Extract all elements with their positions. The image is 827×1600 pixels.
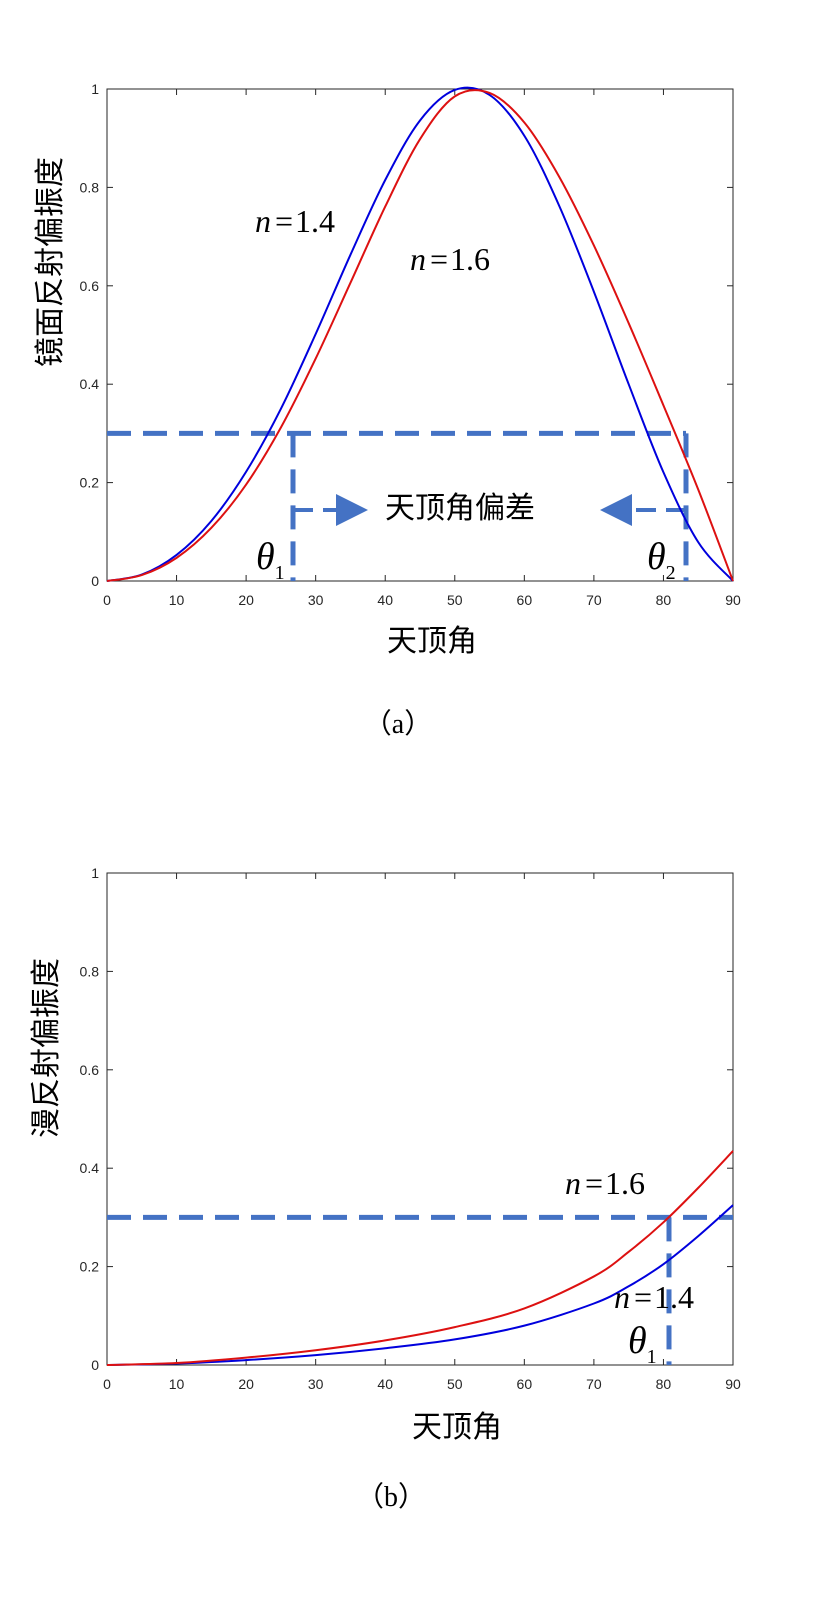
chart-a-caption: （a）: [364, 708, 432, 740]
chart-b-series-n14-line: [106, 1204, 734, 1366]
chart-b-y-tick-label: 1: [91, 865, 99, 881]
chart-a-label-n16: n =1.6: [410, 241, 490, 277]
chart-b-caption: （b）: [356, 1481, 426, 1513]
chart-b-theta1-symbol: θ: [628, 1320, 647, 1362]
chart-b-y-tick-label: 0.4: [80, 1160, 100, 1176]
chart-b: 0 10 20 30 40 50 60 70 80 90 00.20.40.60.81 n =1.6…: [29, 865, 741, 1513]
chart-a-series-n16-line: [106, 89, 734, 582]
chart-b-label-n14-val: 1.4: [654, 1279, 694, 1315]
chart-a-theta2-subscript: 2: [666, 562, 676, 584]
chart-b-x-tick-label: 10: [169, 1376, 185, 1392]
chart-b-x-tick-labels: 0 10 20 30 40 50 60 70 80 90: [103, 1376, 741, 1392]
chart-b-x-tick-label: 70: [586, 1376, 602, 1392]
chart-b-x-axis-title: 天顶角: [412, 1410, 502, 1445]
chart-a-x-tick-label: 30: [308, 592, 324, 608]
chart-b-theta1-subscript: 1: [647, 1346, 657, 1368]
chart-a-y-tick-label: 0.2: [80, 475, 100, 491]
chart-b-frame: [106, 872, 734, 1366]
chart-a-x-tick-label: 0: [103, 592, 111, 608]
chart-a-label-n14-val: 1.4: [295, 203, 335, 239]
chart-b-y-tick-label: 0.6: [80, 1062, 100, 1078]
chart-a-y-axis-title: 镜面反射偏振度: [33, 157, 68, 367]
chart-b-y-tick-label: 0.2: [80, 1259, 100, 1275]
chart-b-label-n16-val: 1.6: [605, 1165, 645, 1201]
chart-a-theta1-symbol: θ: [256, 536, 275, 578]
chart-a-theta1-subscript: 1: [275, 562, 285, 584]
chart-a-range-label: 天顶角偏差: [385, 491, 535, 526]
chart-a-label-n16-val: 1.6: [450, 241, 490, 277]
chart-b-y-axis-title: 漫反射偏振度: [29, 958, 64, 1138]
chart-a-y-tick-label: 0.8: [80, 179, 100, 195]
chart-a-x-tick-label: 50: [447, 592, 463, 608]
chart-b-y-tick-label: 0.8: [80, 963, 100, 979]
chart-b-y-tick-labels: 0 0.2 0.4 0.6 0.8 1: [80, 865, 100, 1373]
chart-a-x-tick-label: 70: [586, 592, 602, 608]
chart-a-x-tick-label: 90: [725, 592, 741, 608]
chart-a-label-n16-eq: =: [430, 241, 448, 277]
chart-b-label-n16-var: n: [565, 1165, 581, 1201]
chart-b-theta1-label: θ1: [628, 1320, 657, 1368]
chart-a-x-tick-label: 10: [169, 592, 185, 608]
chart-b-x-tick-label: 0: [103, 1376, 111, 1392]
chart-b-x-tick-label: 30: [308, 1376, 324, 1392]
chart-b-x-tick-label: 20: [238, 1376, 254, 1392]
chart-b-series-n16-line: [106, 1150, 734, 1366]
chart-b-y-tick-label: 0: [91, 1357, 99, 1373]
chart-a-x-tick-label: 40: [377, 592, 393, 608]
chart-a-y-tick-label: 1: [91, 81, 99, 97]
chart-b-label-n16-eq: =: [585, 1165, 603, 1201]
chart-a-label-n14: n =1.4: [255, 203, 335, 239]
chart-a-y-tick-label: 0: [91, 573, 99, 589]
chart-b-x-tick-label: 90: [725, 1376, 741, 1392]
chart-b-label-n14-eq: =: [634, 1279, 652, 1315]
chart-a-x-axis-title: 天顶角: [387, 624, 477, 659]
chart-a-x-tick-label: 80: [656, 592, 672, 608]
chart-a-theta1-label: θ1: [256, 536, 285, 584]
chart-a-theta2-label: θ2: [647, 536, 676, 584]
chart-a-label-n14-eq: =: [275, 203, 293, 239]
chart-a-y-tick-labels: 0 0.2 0.4 0.6 0.8 1: [80, 81, 100, 589]
chart-b-x-tick-label: 80: [656, 1376, 672, 1392]
chart-a-x-tick-label: 60: [517, 592, 533, 608]
chart-a-x-tick-labels: 0 10 20 30 40 50 60 70 80 90: [103, 592, 741, 608]
chart-b-label-n14: n =1.4: [614, 1279, 694, 1315]
chart-a-theta2-symbol: θ: [647, 536, 666, 578]
chart-a-label-n16-var: n: [410, 241, 426, 277]
chart-b-x-tick-label: 40: [377, 1376, 393, 1392]
chart-a-series-n14-line: [106, 86, 734, 582]
chart-a-frame: [106, 88, 734, 582]
chart-b-label-n14-var: n: [614, 1279, 630, 1315]
chart-b-x-tick-label: 60: [517, 1376, 533, 1392]
chart-a-x-tick-label: 20: [238, 592, 254, 608]
chart-b-label-n16: n =1.6: [565, 1165, 645, 1201]
chart-a-y-tick-label: 0.6: [80, 278, 100, 294]
chart-a-y-tick-label: 0.4: [80, 376, 100, 392]
chart-b-x-tick-label: 50: [447, 1376, 463, 1392]
chart-a: 0 10 20 30 40 50 60 70 80 90 00.20.40.60.81 n =1.4…: [33, 81, 741, 740]
chart-a-label-n14-var: n: [255, 203, 271, 239]
